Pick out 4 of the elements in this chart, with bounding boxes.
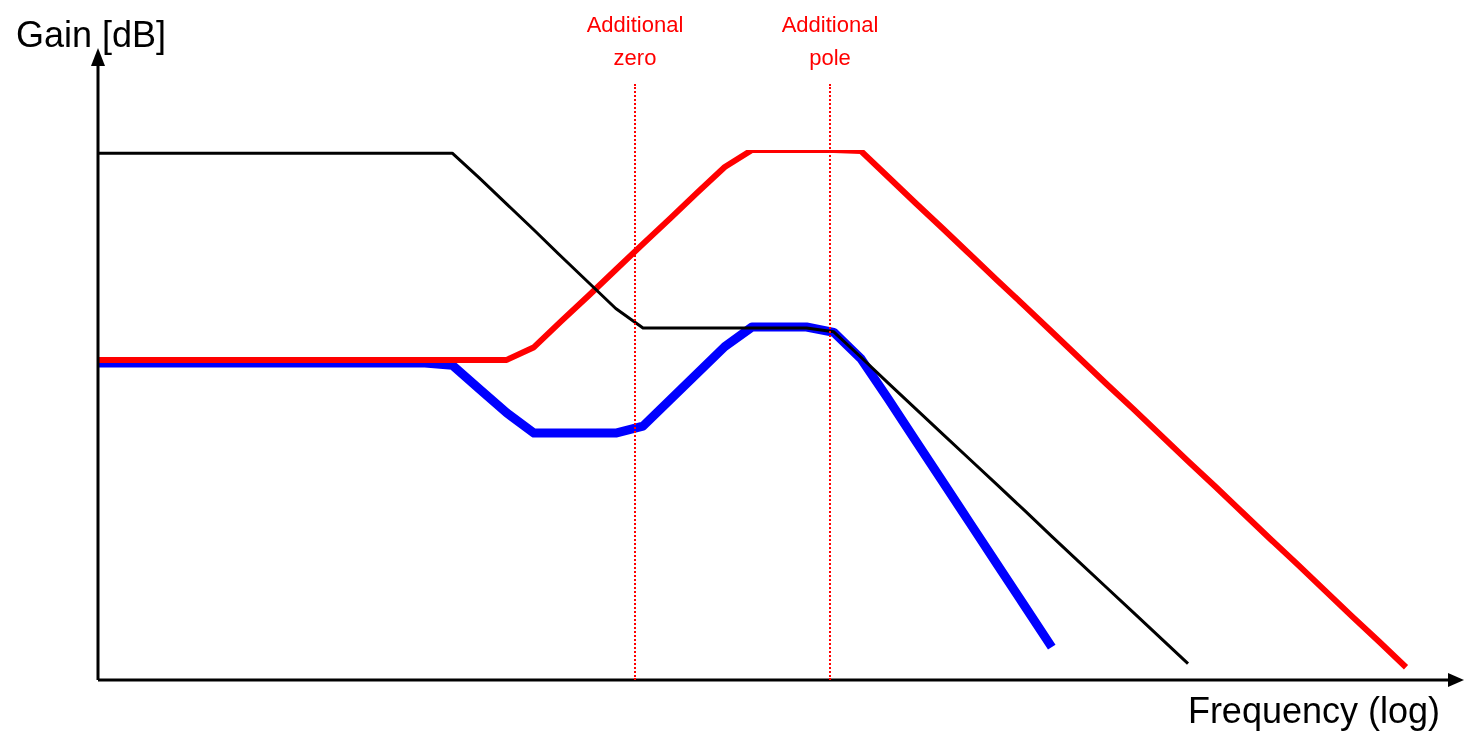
- text: Additional pole: [780, 11, 880, 72]
- x-axis-title: Frequency (log): [1187, 690, 1440, 732]
- text: Additional zero: [585, 11, 685, 72]
- y-axis-title: Gain [dB]: [16, 14, 167, 56]
